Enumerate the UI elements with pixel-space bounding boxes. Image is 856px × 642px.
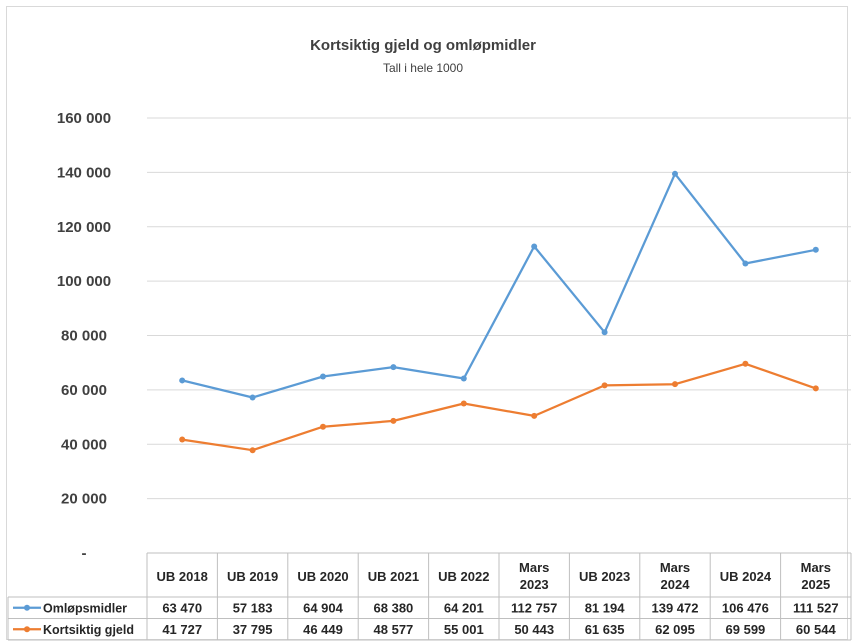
data-point [320,423,326,430]
data-label: 106 476 [722,600,769,615]
data-label: 60 544 [796,622,837,637]
data-point [601,329,608,336]
data-label: 37 795 [233,622,273,637]
data-label: 63 470 [162,600,202,615]
data-label: 69 599 [726,622,766,637]
data-point [249,394,256,401]
category-label: 2024 [661,577,691,592]
category-label: Mars [801,560,831,575]
data-label: 62 095 [655,622,695,637]
category-label: 2025 [801,577,830,592]
y-axis-ticks: - 20 000 40 000 60 000 80 000 100 000 120 000 1… [57,110,111,562]
category-label: UB 2021 [368,569,419,584]
category-label: UB 2019 [227,569,278,584]
data-point [460,400,467,407]
data-label: 81 194 [585,600,626,615]
legend-label: Kortsiktig gjeld [43,623,134,637]
data-label: 139 472 [652,600,699,615]
legend-label: Omløpsmidler [43,601,127,615]
category-label: UB 2020 [297,569,348,584]
data-label: 111 527 [793,600,839,615]
y-tick-label: 80 000 [61,328,107,345]
category-label: UB 2023 [579,569,630,584]
data-point [812,246,819,253]
chart-frame [6,6,848,640]
data-point [742,360,749,367]
data-label: 46 449 [303,622,343,637]
data-label: 57 183 [233,600,273,615]
series-line [181,172,817,399]
category-label: UB 2018 [157,569,208,584]
data-label: 50 443 [514,622,554,637]
category-label: Mars [660,560,690,575]
data-point [742,260,749,267]
y-tick-label: 140 000 [57,164,111,181]
chart-subtitle: Tall i hele 1000 [383,61,463,75]
category-label: 2023 [520,577,549,592]
data-label: 64 904 [303,600,344,615]
gridlines [147,117,851,500]
y-tick-label: 60 000 [61,382,107,399]
data-point [179,436,186,443]
data-point [812,385,819,392]
y-tick-label: 20 000 [61,491,107,508]
category-label: UB 2022 [438,569,489,584]
data-point [672,170,678,177]
series-line [182,362,817,452]
data-point [179,377,186,384]
data-label: 64 201 [444,600,484,615]
data-point [601,382,608,389]
data-point [390,417,397,424]
data-point [531,412,538,419]
category-label: UB 2024 [720,569,772,584]
data-table: UB 2018 UB 2019 UB 2020 UB 2021 UB 2022 Mars 2… [7,552,852,641]
data-label: 68 380 [374,600,414,615]
chart-title: Kortsiktig gjeld og omløpmidler [310,37,536,54]
data-label: 61 635 [585,622,625,637]
y-tick-label: 120 000 [57,219,111,236]
legend-marker [24,604,30,611]
category-label: Mars [519,560,549,575]
data-label: 41 727 [162,622,202,637]
data-label: 48 577 [374,622,414,637]
data-point [390,364,397,371]
data-point [320,373,326,380]
data-point [460,375,467,382]
data-point [531,243,538,250]
y-tick-label: 160 000 [57,110,111,127]
data-label: 112 757 [511,600,557,615]
y-tick-label: 40 000 [61,436,107,453]
data-label: 55 001 [444,622,484,637]
series-lines [179,170,819,454]
y-tick-label: - [82,545,87,562]
y-tick-label: 100 000 [57,273,111,290]
data-point [672,381,678,388]
data-point [249,447,256,454]
legend-marker [24,626,30,633]
